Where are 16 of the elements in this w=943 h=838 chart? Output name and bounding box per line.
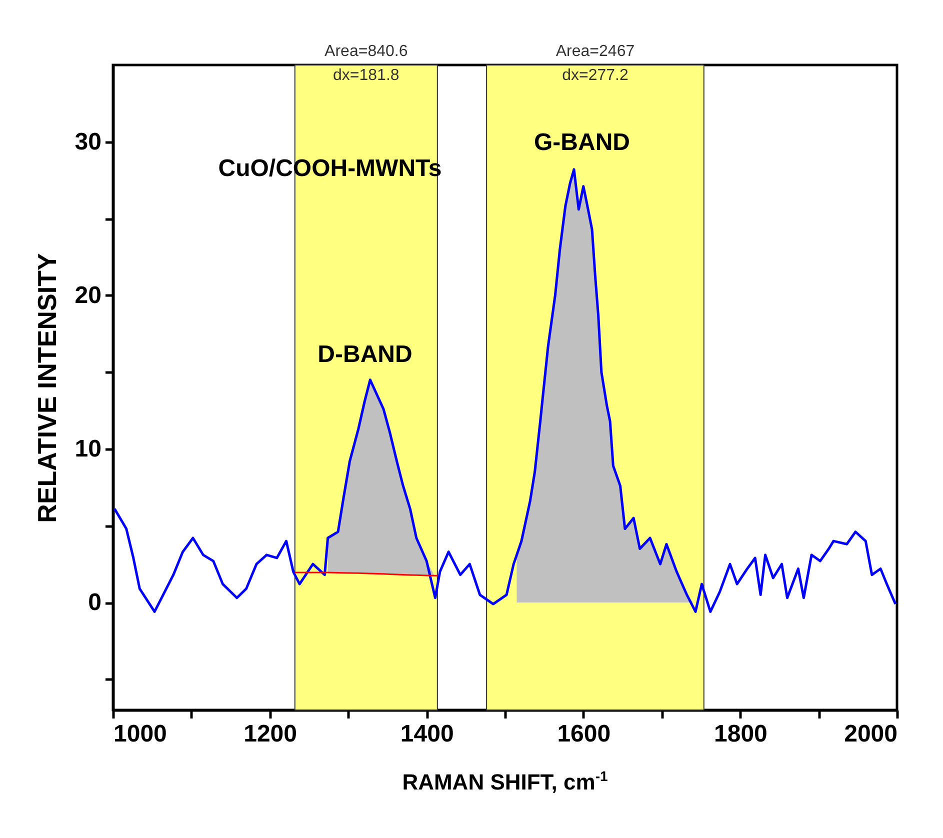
annotation: G-BAND [534,129,630,156]
x-tick-label: 1200 [244,720,297,748]
x-axis-title: RAMAN SHIFT, cm$^{-1}$ [401,768,609,796]
x-tick-label: 1000 [114,720,167,748]
x-tick-label: 1600 [557,720,611,748]
band-label: Area=2467 dx=277.2 [556,43,635,84]
band-label: Area=840.6 dx=181.8 [324,43,408,84]
x-tick-label: 1400 [400,720,454,748]
y-tick-label: 10 [74,435,102,462]
x-tick-label: 1800 [714,720,768,748]
y-axis-title: RELATIVE INTENSITY [32,253,62,523]
y-tick-label: 20 [74,282,102,309]
x-tick-label: 2000 [844,720,898,748]
annotation: D-BAND [318,341,412,368]
y-tick-label: 0 [88,589,102,616]
y-tick-label: 30 [74,128,102,156]
